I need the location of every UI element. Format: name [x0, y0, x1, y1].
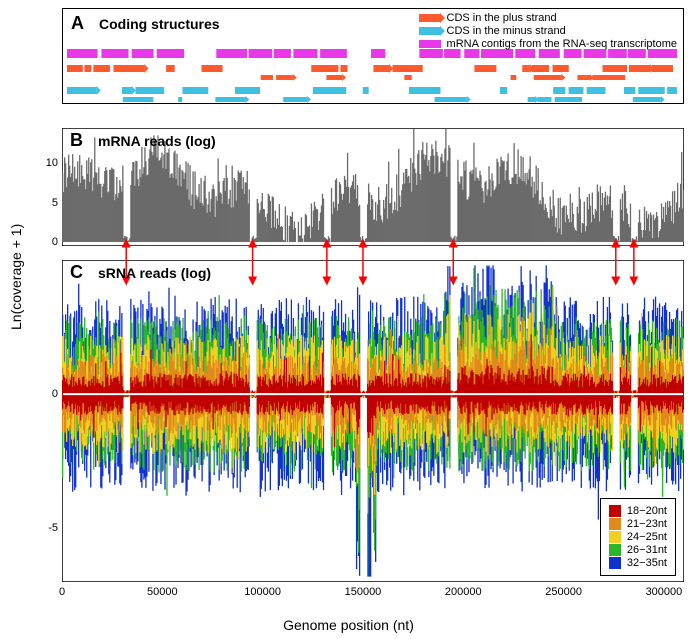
panel-a: A Coding structures CDS in the plus stra… — [62, 8, 684, 104]
legend-c-text: 21−23nt — [627, 518, 667, 530]
legend-a-text: mRNA contigs from the RNA-seq transcript… — [447, 38, 677, 50]
panel-a-label: A — [71, 13, 84, 34]
x-axis-label: Genome position (nt) — [0, 617, 697, 633]
legend-c-text: 24−25nt — [627, 531, 667, 543]
panel-b-title: mRNA reads (log) — [98, 133, 216, 149]
panel-b-label: B — [70, 130, 83, 151]
legend-c-text: 32−35nt — [627, 557, 667, 569]
panel-c-legend: 18−20nt21−23nt24−25nt26−31nt32−35nt — [600, 498, 676, 576]
panel-c-label: C — [70, 262, 83, 283]
panel-c: C sRNA reads (log) 18−20nt21−23nt24−25nt… — [62, 260, 684, 582]
panel-c-svg — [62, 260, 684, 582]
panel-a-legend: CDS in the plus strandCDS in the minus s… — [419, 11, 677, 51]
panel-c-yaxis: -50 — [32, 260, 60, 582]
figure-root: Ln(coverage + 1) Genome position (nt) A … — [0, 0, 697, 639]
panel-b-yaxis: 0510 — [32, 128, 60, 246]
x-axis-ticks: 050000100000150000200000250000300000 — [62, 584, 684, 604]
legend-c-text: 18−20nt — [627, 505, 667, 517]
legend-a-text: CDS in the plus strand — [447, 12, 557, 24]
panel-b: B mRNA reads (log) — [62, 128, 684, 246]
panel-c-title: sRNA reads (log) — [98, 265, 211, 281]
legend-a-text: CDS in the minus strand — [447, 25, 566, 37]
y-axis-label: Ln(coverage + 1) — [8, 224, 24, 330]
legend-c-text: 26−31nt — [627, 544, 667, 556]
panel-a-title: Coding structures — [99, 16, 220, 32]
